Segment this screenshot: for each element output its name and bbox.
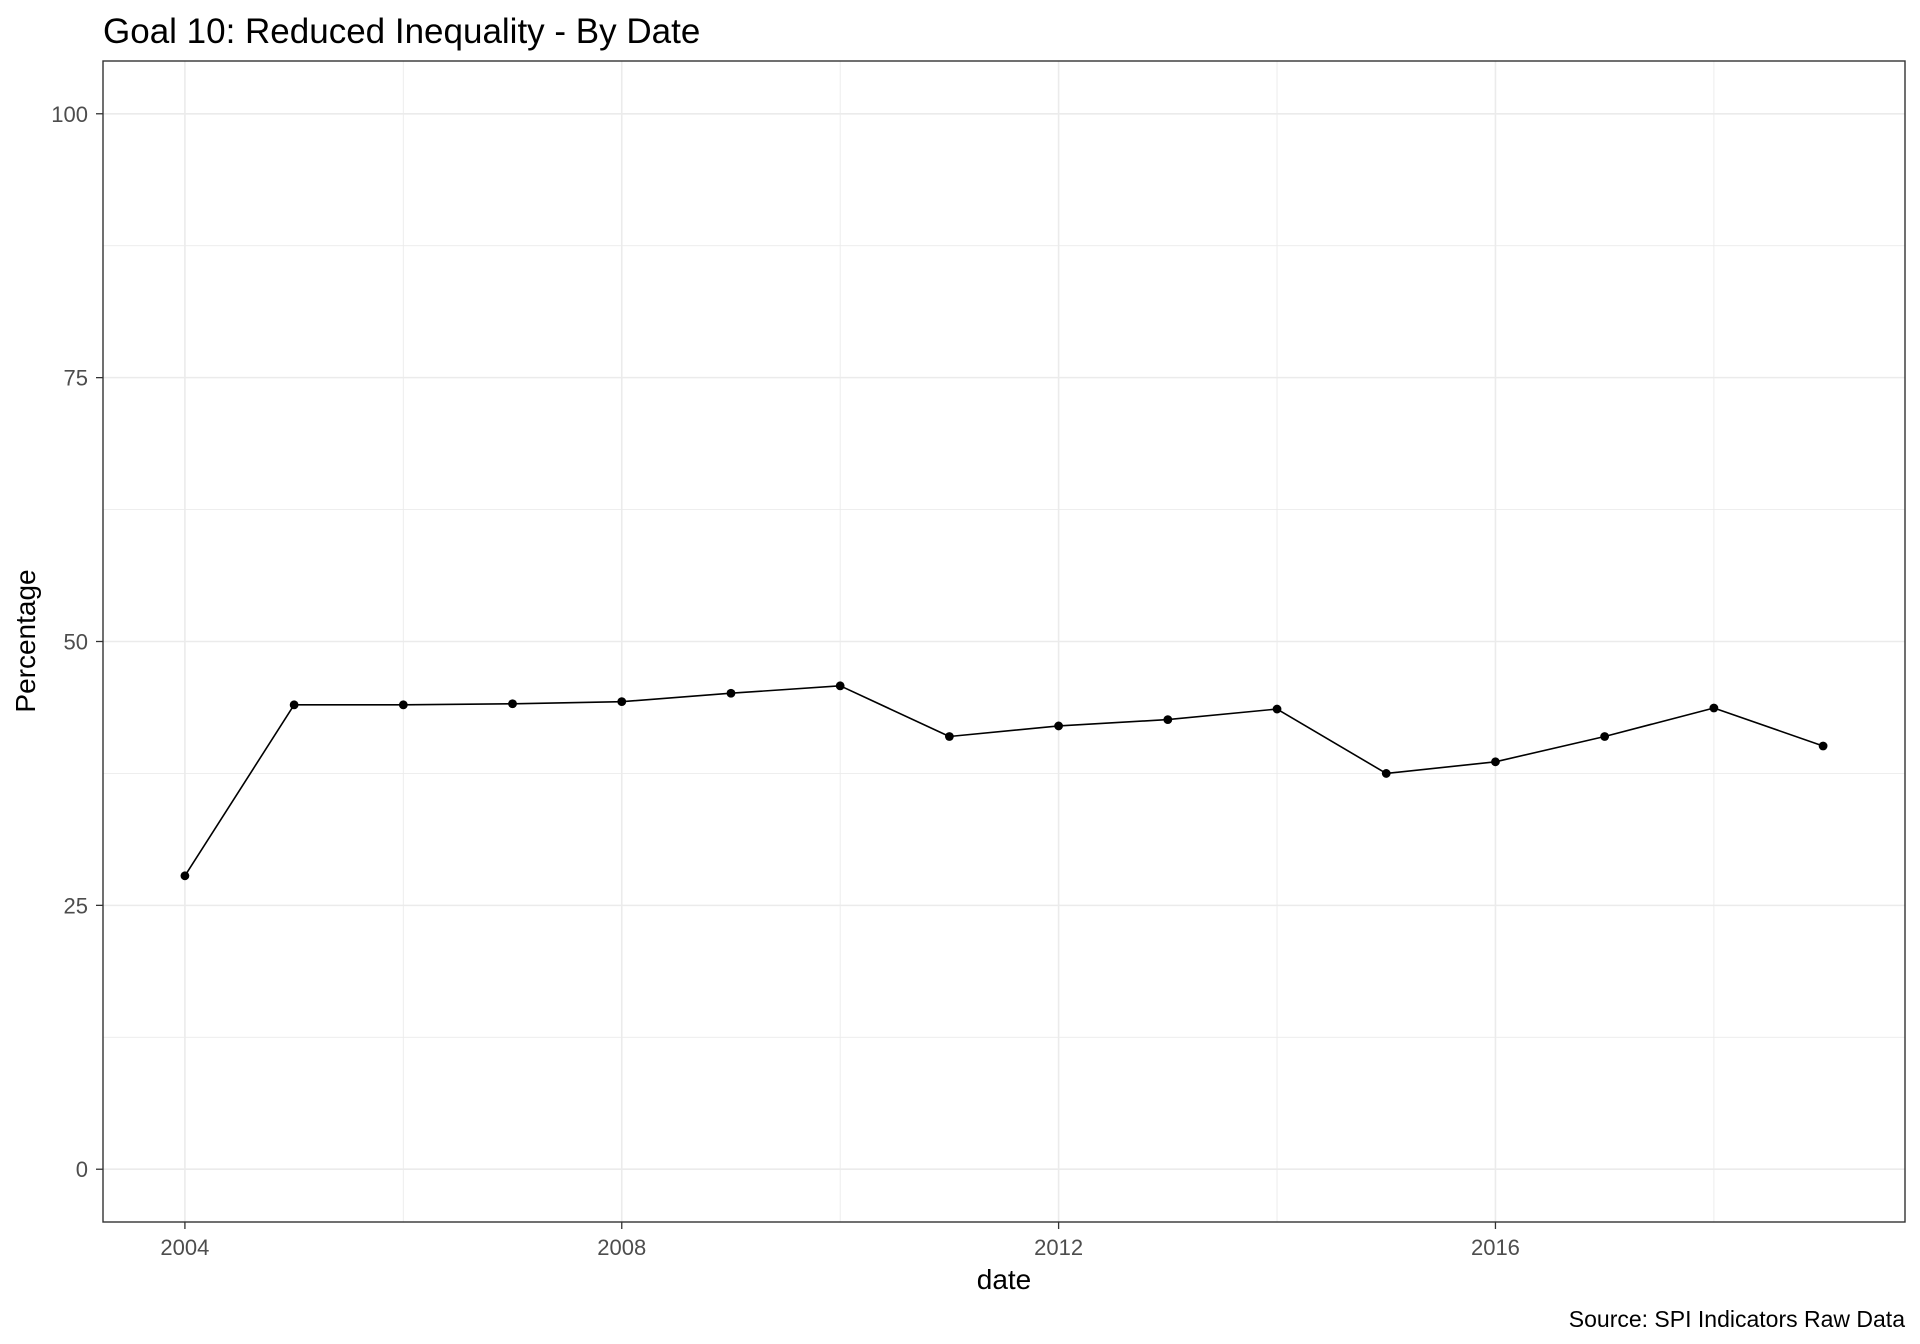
data-point-2019: [1818, 741, 1828, 751]
data-point-2016: [1491, 757, 1500, 767]
x-tick-label-2012: 2012: [1034, 1235, 1083, 1260]
y-tick-label-0: 0: [76, 1157, 88, 1182]
x-axis-title: date: [977, 1264, 1032, 1295]
x-tick-label-2008: 2008: [597, 1235, 646, 1260]
series-line: [184, 685, 1824, 877]
data-point-2004: [180, 871, 190, 881]
x-tick-label-2004: 2004: [160, 1235, 209, 1260]
x-axis: 2004 2008 2012 2016: [160, 1222, 1520, 1260]
chart-caption: Source: SPI Indicators Raw Data: [1569, 1306, 1905, 1332]
data-point-2018: [1709, 703, 1719, 713]
data-point-2014: [1272, 704, 1282, 714]
data-point-2005: [289, 700, 299, 710]
data-point-2013: [1163, 715, 1173, 725]
data-point-2007: [508, 699, 517, 709]
data-point-2015: [1381, 769, 1391, 778]
data-point-2017: [1600, 732, 1610, 741]
series-layer: [180, 681, 1828, 881]
chart-title: Goal 10: Reduced Inequality - By Date: [103, 12, 700, 51]
data-point-2006: [398, 700, 408, 710]
y-axis-title: Percentage: [10, 569, 41, 712]
data-point-2011: [944, 732, 954, 741]
y-tick-label-50: 50: [64, 630, 88, 655]
data-point-2008: [617, 697, 627, 707]
x-tick-label-2016: 2016: [1471, 1235, 1520, 1260]
data-point-2012: [1054, 721, 1064, 731]
gridlines: [103, 61, 1905, 1222]
y-axis: 0 25 50 75 100: [51, 102, 103, 1182]
y-tick-label-75: 75: [64, 366, 88, 391]
data-point-2010: [835, 681, 845, 691]
data-point-2009: [726, 688, 736, 698]
y-tick-label-100: 100: [51, 102, 88, 127]
y-tick-label-25: 25: [64, 893, 88, 918]
